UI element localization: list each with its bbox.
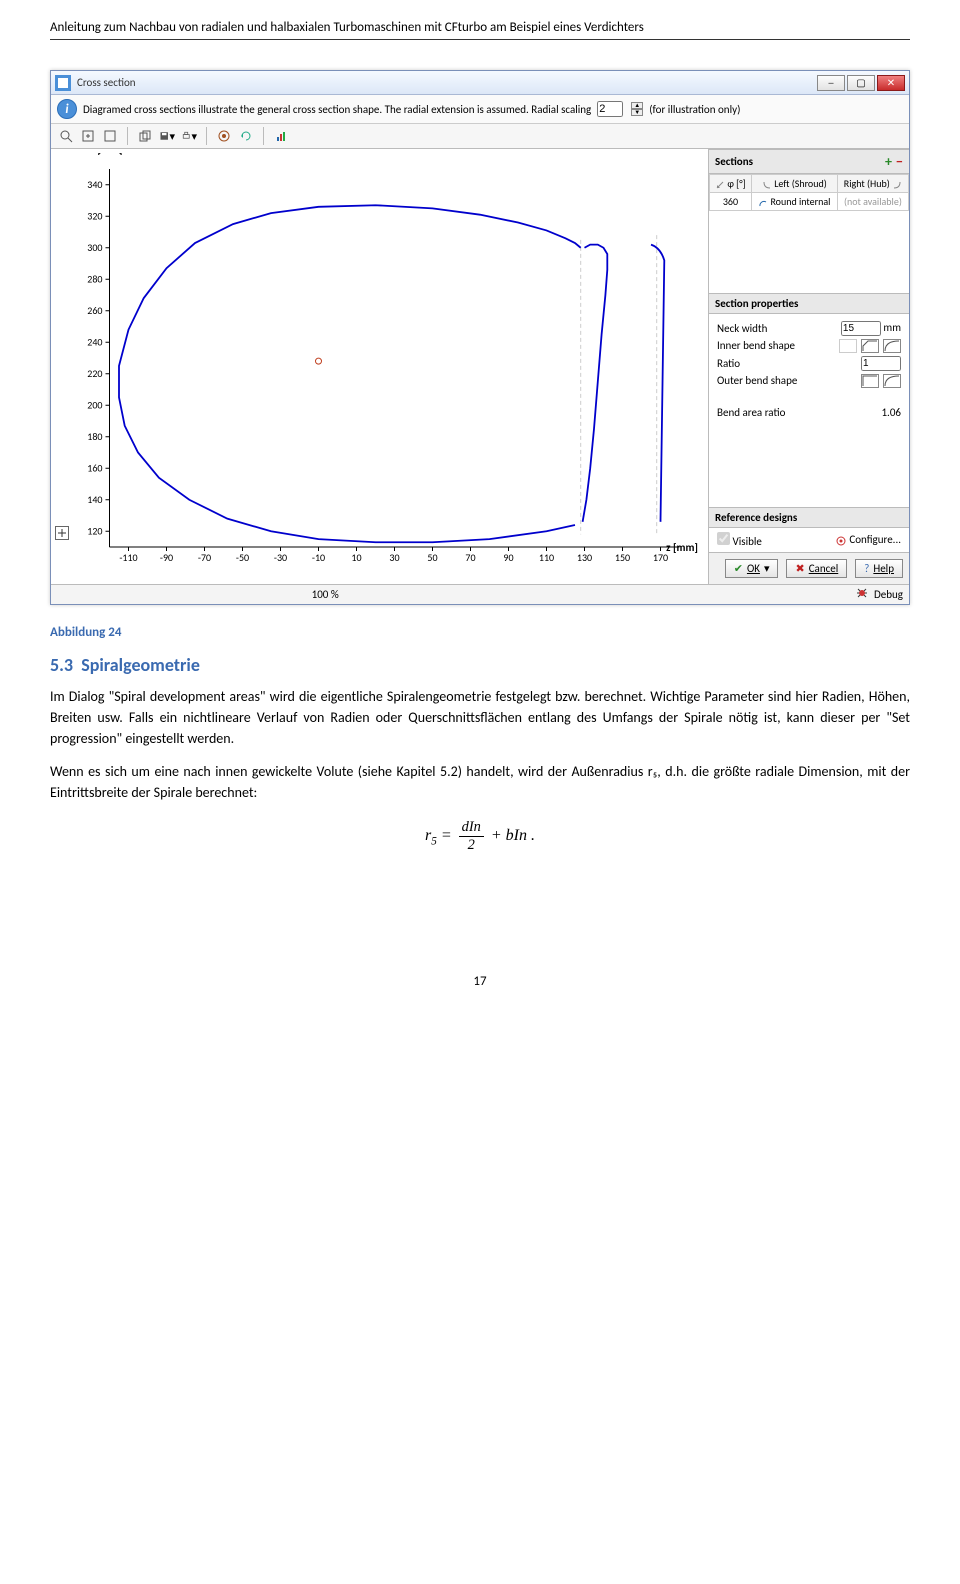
svg-text:-10: -10	[312, 551, 325, 564]
svg-text:150: 150	[615, 551, 630, 564]
print-icon[interactable]: ▾	[180, 127, 198, 145]
bend-area-label: Bend area ratio	[717, 406, 785, 419]
zoom-fit-icon[interactable]	[79, 127, 97, 145]
svg-text:110: 110	[539, 551, 554, 564]
svg-text:30: 30	[389, 551, 399, 564]
svg-text:220: 220	[87, 367, 102, 380]
titlebar: Cross section ─ ▢ ✕	[51, 71, 909, 95]
minimize-button[interactable]: ─	[817, 75, 845, 91]
svg-text:300: 300	[87, 241, 102, 254]
svg-text:90: 90	[503, 551, 513, 564]
save-icon[interactable]: ▾	[158, 127, 176, 145]
svg-text:-30: -30	[274, 551, 287, 564]
svg-text:-50: -50	[236, 551, 249, 564]
info-text: Diagramed cross sections illustrate the …	[83, 103, 591, 116]
outer-bend-shape-selector[interactable]	[861, 374, 901, 388]
col-right: Right (Hub)	[837, 175, 908, 193]
neck-width-input[interactable]	[841, 321, 881, 336]
info-bar: i Diagramed cross sections illustrate th…	[51, 95, 909, 124]
zoom-in-icon[interactable]	[57, 127, 75, 145]
svg-text:160: 160	[87, 461, 102, 474]
window-buttons: ─ ▢ ✕	[817, 75, 905, 91]
paragraph-1: Im Dialog "Spiral development areas" wir…	[50, 686, 910, 749]
side-panel: Sections + − φ [°] Left (Shroud) Right (…	[709, 149, 909, 584]
visible-checkbox[interactable]: Visible	[717, 532, 762, 548]
maximize-button[interactable]: ▢	[847, 75, 875, 91]
help-button[interactable]: ? Help	[855, 559, 903, 578]
status-bar: 100 % Debug	[51, 584, 909, 604]
app-icon	[55, 75, 71, 91]
toolbar: ▾ ▾	[51, 124, 909, 149]
dialog-buttons: ✔ OK ▾ ✖ Cancel ? Help	[709, 552, 909, 584]
legend-toggle-icon[interactable]	[55, 526, 69, 540]
svg-text:340: 340	[87, 178, 102, 191]
reference-designs-header: Reference designs	[709, 507, 909, 528]
close-button[interactable]: ✕	[877, 75, 905, 91]
x-axis-label: z [mm]	[666, 541, 698, 554]
col-phi: φ [°]	[710, 175, 752, 193]
svg-text:280: 280	[87, 272, 102, 285]
plot-area: r [mm] 120140160180200220240260280300320…	[51, 149, 709, 584]
svg-text:180: 180	[87, 430, 102, 443]
debug-icon[interactable]	[856, 587, 868, 602]
refresh-icon[interactable]	[237, 127, 255, 145]
ok-button[interactable]: ✔ OK ▾	[725, 559, 779, 578]
chart-icon[interactable]	[272, 127, 290, 145]
svg-text:10: 10	[351, 551, 361, 564]
zoom-out-icon[interactable]	[101, 127, 119, 145]
svg-text:130: 130	[577, 551, 592, 564]
section-properties-header: Section properties	[709, 293, 909, 314]
sections-table: φ [°] Left (Shroud) Right (Hub) 360 Roun…	[709, 174, 909, 211]
sections-header: Sections + −	[709, 149, 909, 174]
svg-text:200: 200	[87, 398, 102, 411]
remove-section-button[interactable]: −	[896, 153, 903, 170]
outer-bend-label: Outer bend shape	[717, 374, 797, 387]
inner-bend-shape-selector[interactable]	[839, 339, 901, 353]
zoom-level: 100 %	[312, 588, 339, 601]
figure-caption: Abbildung 24	[50, 625, 910, 640]
bend-area-value: 1.06	[881, 406, 901, 419]
info-suffix: (for illustration only)	[649, 103, 740, 116]
svg-text:140: 140	[87, 493, 102, 506]
info-icon: i	[57, 99, 77, 119]
page-number: 17	[50, 974, 910, 989]
scaling-spinner[interactable]: ▲▼	[631, 102, 643, 116]
svg-text:240: 240	[87, 335, 102, 348]
formula: r5 = dIn2 + bIn .	[50, 819, 910, 854]
add-section-button[interactable]: +	[885, 153, 892, 170]
radial-scaling-input[interactable]	[597, 101, 623, 117]
properties-icon[interactable]	[215, 127, 233, 145]
col-left: Left (Shroud)	[751, 175, 837, 193]
svg-text:120: 120	[87, 524, 102, 537]
svg-text:50: 50	[427, 551, 437, 564]
cross-section-window: Cross section ─ ▢ ✕ i Diagramed cross se…	[50, 70, 910, 605]
cancel-button[interactable]: ✖ Cancel	[786, 559, 847, 578]
ratio-input[interactable]	[861, 356, 901, 371]
paragraph-2: Wenn es sich um eine nach innen gewickel…	[50, 761, 910, 803]
debug-label: Debug	[874, 588, 903, 601]
document-header: Anleitung zum Nachbau von radialen und h…	[50, 20, 910, 40]
svg-text:-90: -90	[160, 551, 173, 564]
configure-button[interactable]: Configure...	[835, 533, 901, 546]
neck-width-label: Neck width	[717, 322, 767, 335]
svg-text:-70: -70	[198, 551, 211, 564]
svg-text:260: 260	[87, 304, 102, 317]
ratio-label: Ratio	[717, 357, 740, 370]
window-title: Cross section	[77, 76, 817, 89]
plot-canvas: 120 140 160 180 200 220 240 260 280 300 320 340 -110…	[55, 155, 704, 577]
section-heading: 5.3 Spiralgeometrie	[50, 654, 910, 676]
table-row[interactable]: 360 Round internal (not available)	[710, 193, 909, 211]
svg-text:-110: -110	[119, 551, 137, 564]
svg-text:320: 320	[87, 209, 102, 222]
svg-text:70: 70	[465, 551, 475, 564]
copy-icon[interactable]	[136, 127, 154, 145]
inner-bend-label: Inner bend shape	[717, 339, 795, 352]
